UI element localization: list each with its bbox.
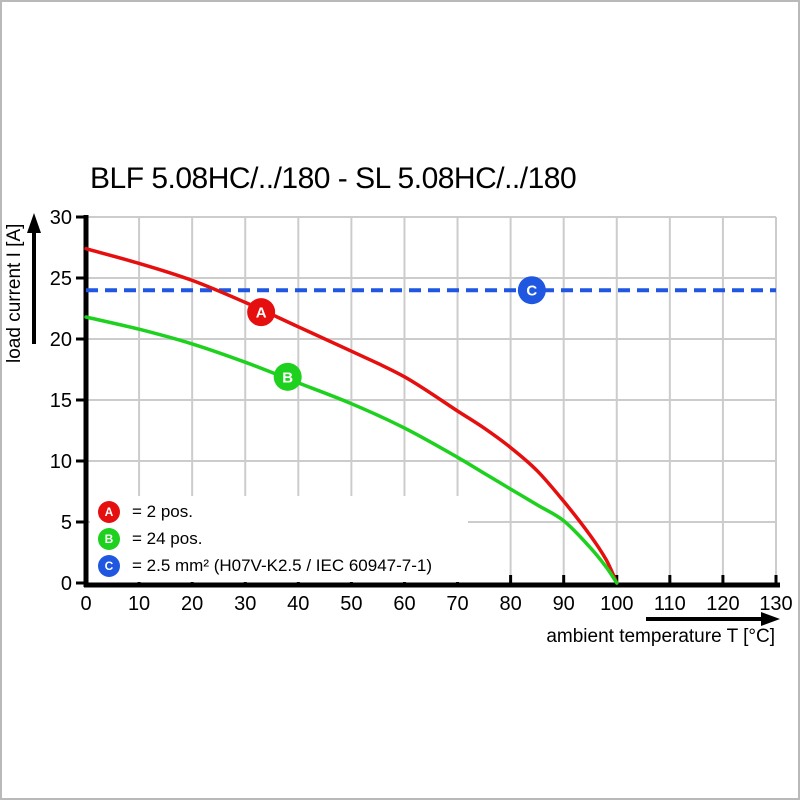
x-tick-label: 90 [553, 593, 575, 615]
legend-label-a: = 2 pos. [132, 502, 193, 521]
x-tick-label: 0 [80, 593, 91, 615]
marker-B-letter: B [282, 369, 293, 386]
x-tick-label: 60 [393, 593, 415, 615]
legend-item-a: A = 2 pos. [98, 500, 468, 524]
x-tick-label: 110 [654, 593, 686, 615]
x-tick-label: 120 [706, 593, 739, 615]
marker-C-icon [517, 276, 546, 305]
curve-A [84, 246, 619, 585]
x-tick-label: 10 [128, 593, 150, 615]
x-axis-arrowhead-icon [761, 612, 780, 626]
x-tick-label: 70 [446, 593, 468, 615]
y-tick-label: 30 [50, 207, 72, 229]
marker-A-letter: A [256, 305, 267, 322]
legend-marker-c-icon: C [98, 555, 120, 577]
marker-C-letter: C [526, 283, 537, 300]
y-tick-label: 10 [50, 451, 72, 473]
legend-marker-a-icon: A [98, 501, 120, 523]
marker-B-icon [273, 362, 302, 391]
x-axis-label: ambient temperature T [°C] [546, 626, 775, 647]
legend: A = 2 pos. B = 24 pos. C = 2.5 mm² (H07V… [90, 496, 468, 582]
legend-label-c: = 2.5 mm² (H07V-K2.5 / IEC 60947-7-1) [132, 556, 432, 575]
y-tick-label: 5 [61, 512, 72, 534]
legend-item-b: B = 24 pos. [98, 527, 468, 551]
curve-B [84, 315, 619, 585]
x-tick-label: 20 [181, 593, 203, 615]
y-tick-label: 25 [50, 268, 72, 290]
x-tick-label: 130 [759, 593, 792, 615]
legend-label-b: = 24 pos. [132, 529, 203, 548]
x-tick-label: 50 [340, 593, 362, 615]
y-tick-label: 15 [50, 390, 72, 412]
x-tick-label: 80 [499, 593, 521, 615]
y-tick-label: 20 [50, 329, 72, 351]
x-tick-label: 100 [600, 593, 633, 615]
y-tick-label: 0 [61, 573, 72, 595]
x-tick-label: 40 [287, 593, 309, 615]
y-axis-arrowhead-icon [27, 213, 41, 233]
x-tick-label: 30 [234, 593, 256, 615]
legend-marker-b-icon: B [98, 528, 120, 550]
chart-title: BLF 5.08HC/../180 - SL 5.08HC/../180 [90, 162, 577, 195]
legend-item-c: C = 2.5 mm² (H07V-K2.5 / IEC 60947-7-1) [98, 554, 468, 578]
marker-A-icon [247, 298, 276, 327]
